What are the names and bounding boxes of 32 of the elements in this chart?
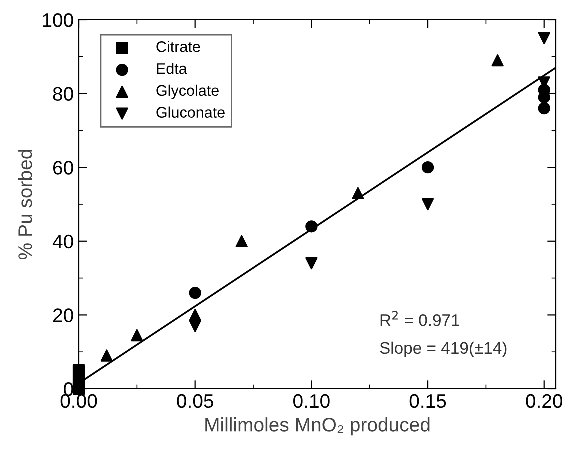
x-tick-label: 0.05 xyxy=(177,394,214,408)
x-tick-label: 0.10 xyxy=(294,394,330,408)
point xyxy=(352,187,364,200)
legend-label: Glycolate xyxy=(156,84,219,100)
point xyxy=(492,54,504,67)
legend-label: Citrate xyxy=(156,41,200,52)
annotation: R$^{2}$ = 0.971 xyxy=(380,311,460,326)
y-axis-title: % Pu sorbed xyxy=(18,150,32,260)
point xyxy=(189,320,202,332)
annotation: Slope = 419(±14) xyxy=(380,342,507,358)
y-tick-label: 80 xyxy=(53,87,74,102)
point xyxy=(100,350,113,362)
point xyxy=(422,162,434,174)
x-tick-label: 0.00 xyxy=(60,394,98,408)
point xyxy=(72,364,86,377)
point xyxy=(131,329,144,342)
y-tick-label: 60 xyxy=(54,161,74,175)
legend-label: Edta xyxy=(157,63,188,74)
point xyxy=(236,235,248,248)
x-axis-title: Millimoles MnO₂ produced xyxy=(206,418,430,436)
point xyxy=(422,198,434,211)
y-tick-label: 40 xyxy=(52,234,74,249)
x-tick-label: 0.15 xyxy=(410,394,446,408)
point xyxy=(189,286,202,300)
x-tick-label: 0.20 xyxy=(526,394,563,408)
point xyxy=(306,257,318,270)
y-tick-label: 100 xyxy=(43,13,74,28)
point xyxy=(538,32,550,45)
legend-label: Gluconate xyxy=(156,106,225,118)
point xyxy=(538,102,550,115)
y-tick-label: 20 xyxy=(53,308,74,322)
point xyxy=(306,220,318,233)
